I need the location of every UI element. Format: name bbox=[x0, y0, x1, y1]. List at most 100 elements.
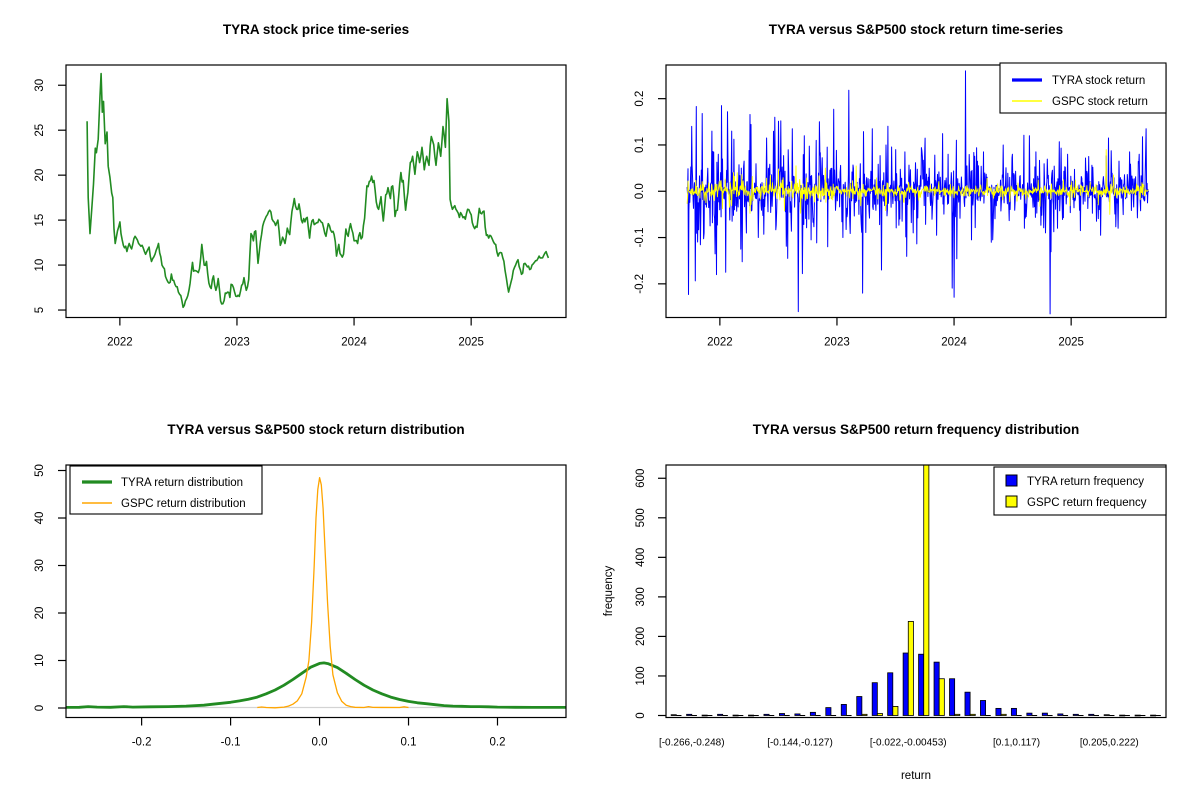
p2-y-tick-label: 0.0 bbox=[634, 183, 646, 199]
p2-x-tick-label: 2022 bbox=[707, 337, 733, 349]
tyra-frequency-bar bbox=[856, 696, 863, 716]
histogram-panel: TYRA versus S&P500 return frequency dist… bbox=[603, 422, 1167, 782]
tyra-frequency-bar bbox=[1041, 712, 1048, 716]
tyra-frequency-bar bbox=[1134, 714, 1141, 717]
gspc-density-curve bbox=[257, 476, 409, 709]
p4-y-tick-label: 200 bbox=[635, 627, 647, 646]
p2-x-tick-label: 2023 bbox=[824, 337, 850, 349]
density-panel-title: TYRA versus S&P500 stock return distribu… bbox=[167, 422, 464, 437]
return-panel-axes: 2022 2023 2024 2025 -0.2 -0.1 0.0 0.1 0.2 bbox=[634, 91, 1084, 349]
p4-x-bin-label: [-0.266,-0.248) bbox=[659, 738, 725, 749]
p3-y-tick-label: 20 bbox=[34, 607, 46, 620]
gspc-frequency-swatch bbox=[1005, 495, 1018, 508]
p4-y-tick-label: 400 bbox=[635, 548, 647, 567]
tyra-frequency-bar bbox=[686, 713, 693, 716]
gspc-density-legend-label: GSPC return distribution bbox=[121, 498, 246, 510]
p4-y-tick-label: 100 bbox=[635, 666, 647, 685]
p4-y-tick-label: 0 bbox=[635, 712, 647, 718]
p2-y-tick-label: 0.2 bbox=[634, 91, 646, 107]
tyra-frequency-bar bbox=[1088, 713, 1095, 716]
p4-x-bin-label: [0.1,0.117) bbox=[993, 738, 1040, 749]
tyra-frequency-bar bbox=[717, 713, 724, 716]
p2-y-tick-label: -0.1 bbox=[634, 228, 646, 248]
p1-y-tick-label: 15 bbox=[34, 214, 46, 227]
p1-x-tick-label: 2025 bbox=[458, 337, 484, 349]
return-panel-box bbox=[665, 64, 1167, 319]
price-panel-series bbox=[86, 72, 550, 309]
density-panel-series bbox=[65, 476, 566, 709]
p1-x-tick-label: 2024 bbox=[341, 337, 367, 349]
tyra-frequency-bar bbox=[825, 707, 832, 716]
p1-y-tick-label: 20 bbox=[34, 169, 46, 182]
tyra-frequency-bar bbox=[779, 713, 785, 716]
p3-x-tick-label: 0.1 bbox=[401, 737, 417, 749]
tyra-frequency-bar bbox=[701, 714, 708, 717]
gspc-return-series-line bbox=[686, 149, 1149, 215]
tyra-frequency-bar bbox=[809, 711, 816, 716]
histogram-panel-legend: TYRA return frequency GSPC return freque… bbox=[993, 466, 1167, 516]
p1-x-tick-label: 2023 bbox=[224, 337, 250, 349]
return-panel-legend: TYRA stock return GSPC stock return bbox=[999, 62, 1167, 114]
histogram-panel-box bbox=[665, 464, 1167, 719]
tyra-frequency-bar bbox=[670, 714, 677, 716]
tyra-frequency-bar bbox=[1119, 714, 1126, 717]
p2-y-tick-label: -0.2 bbox=[634, 274, 646, 294]
p1-y-tick-label: 10 bbox=[34, 259, 46, 272]
p4-x-bin-label: [-0.022,-0.00453) bbox=[870, 738, 947, 749]
tyra-frequency-bar bbox=[964, 691, 971, 716]
density-panel: TYRA versus S&P500 stock return distribu… bbox=[34, 422, 567, 749]
gspc-frequency-bar bbox=[969, 713, 976, 716]
p1-y-tick-label: 30 bbox=[34, 79, 46, 92]
tyra-frequency-bar bbox=[1072, 713, 1079, 716]
density-legend-box bbox=[69, 465, 263, 515]
gspc-frequency-bar bbox=[876, 713, 883, 716]
p4-y-tick-label: 300 bbox=[635, 587, 647, 606]
return-panel-series bbox=[686, 70, 1149, 315]
gspc-frequency-bar bbox=[954, 713, 961, 716]
gspc-frequency-bar bbox=[1000, 713, 1007, 716]
tyra-density-legend-label: TYRA return distribution bbox=[121, 477, 243, 489]
gspc-frequency-bar bbox=[938, 678, 945, 716]
p2-x-tick-label: 2024 bbox=[941, 337, 967, 349]
tyra-frequency-legend-label: TYRA return frequency bbox=[1027, 476, 1144, 488]
tyra-frequency-bar bbox=[933, 661, 940, 716]
return-legend-box bbox=[999, 62, 1167, 114]
p1-x-tick-label: 2022 bbox=[107, 337, 133, 349]
tyra-frequency-bar bbox=[949, 678, 956, 716]
density-panel-box bbox=[65, 464, 567, 719]
tyra-frequency-bar bbox=[980, 700, 986, 716]
tyra-frequency-bar bbox=[748, 714, 755, 717]
price-series-line bbox=[86, 72, 550, 309]
density-panel-axes: -0.2 -0.1 0.0 0.1 0.2 0 10 20 30 40 50 bbox=[34, 464, 505, 748]
gspc-frequency-bar bbox=[892, 706, 899, 716]
histogram-ylabel: frequency bbox=[603, 566, 615, 617]
tyra-frequency-bar bbox=[840, 704, 847, 716]
gspc-frequency-legend-label: GSPC return frequency bbox=[1027, 497, 1147, 509]
p3-x-tick-label: 0.2 bbox=[489, 737, 505, 749]
price-panel-box bbox=[65, 64, 567, 319]
tyra-frequency-bar bbox=[871, 682, 878, 716]
tyra-return-legend-label: TYRA stock return bbox=[1052, 75, 1145, 87]
p3-y-tick-label: 40 bbox=[34, 512, 46, 525]
histogram-panel-axes: 0 100 200 300 400 500 600 [-0.266,-0.248) [-0.14… bbox=[635, 469, 1139, 749]
tyra-frequency-bar bbox=[887, 672, 894, 716]
p3-y-tick-label: 10 bbox=[34, 654, 46, 667]
histogram-panel-title: TYRA versus S&P500 return frequency dist… bbox=[753, 422, 1080, 437]
p2-x-tick-label: 2025 bbox=[1058, 337, 1084, 349]
p2-y-tick-label: 0.1 bbox=[634, 137, 646, 153]
gspc-frequency-bar bbox=[907, 620, 914, 716]
p4-y-tick-label: 600 bbox=[635, 469, 647, 488]
p3-x-tick-label: 0.0 bbox=[312, 737, 328, 749]
price-panel: TYRA stock price time-series 2022 2023 202… bbox=[34, 22, 567, 349]
gspc-frequency-bar bbox=[923, 464, 930, 716]
price-panel-title: TYRA stock price time-series bbox=[223, 22, 409, 37]
tyra-frequency-bar bbox=[902, 652, 909, 716]
gspc-return-legend-label: GSPC stock return bbox=[1052, 96, 1148, 108]
tyra-frequency-bar bbox=[794, 713, 801, 716]
histogram-panel-bars bbox=[670, 464, 1161, 717]
tyra-frequency-bar bbox=[1150, 714, 1157, 717]
gspc-frequency-bar bbox=[861, 713, 868, 716]
tyra-frequency-bar bbox=[732, 714, 739, 717]
